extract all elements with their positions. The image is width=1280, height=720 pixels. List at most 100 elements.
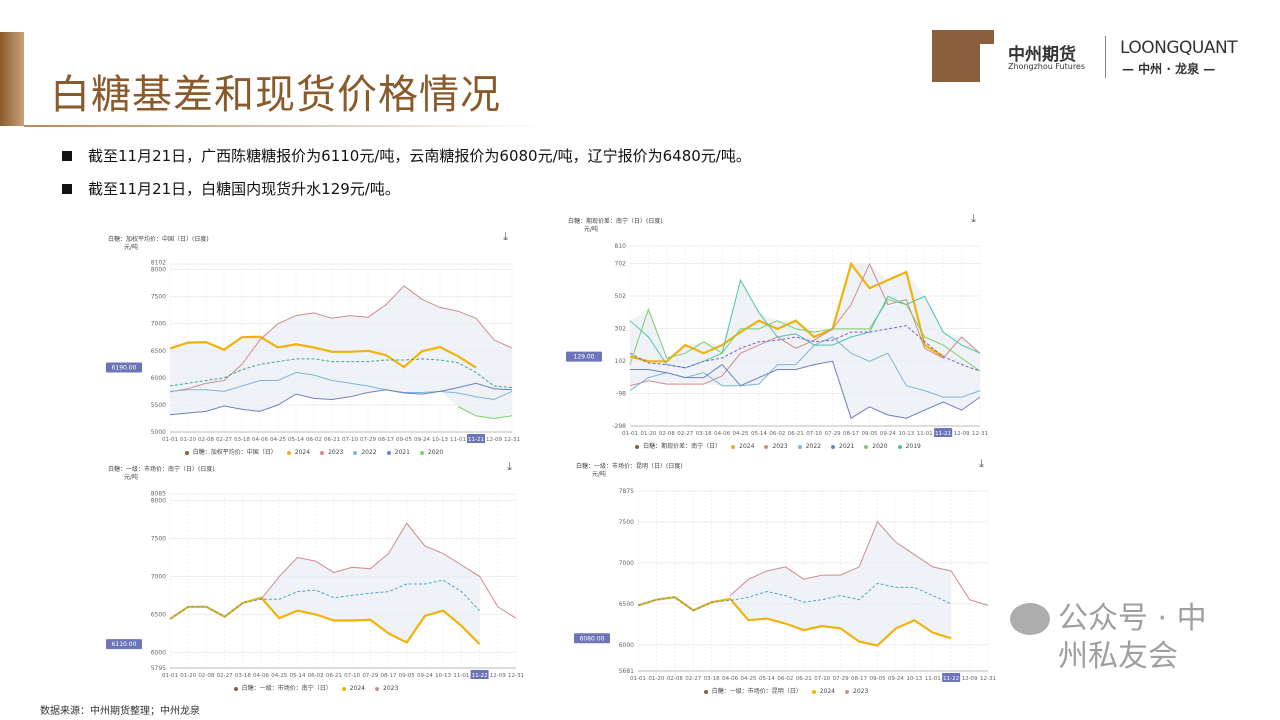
x-tick-label: 07-10: [344, 673, 360, 679]
x-tick-label: 06-21: [326, 673, 342, 679]
download-icon[interactable]: ⤓: [971, 212, 976, 225]
current-value-label: 6110.00: [112, 641, 137, 648]
legend-item[interactable]: 2020: [419, 449, 443, 456]
legend-item[interactable]: 2023: [375, 685, 398, 692]
x-tick-label: 07-29: [833, 676, 849, 682]
x-tick-label: 04-06: [714, 431, 730, 437]
download-icon[interactable]: ⤓: [507, 460, 512, 473]
x-tick-label: 04-06: [253, 673, 269, 679]
legend-item[interactable]: 2020: [864, 443, 888, 450]
x-tick-label: 10-13: [435, 673, 451, 679]
legend-item[interactable]: 2021: [831, 443, 854, 450]
x-tick-label: 04-25: [271, 673, 287, 679]
legend-label: 2020: [872, 443, 888, 450]
brand-name-en: Zhongzhou Futures: [1008, 62, 1086, 71]
series-line-均值: [169, 358, 513, 389]
legend-item[interactable]: 2024: [811, 688, 835, 695]
legend-label: 白糖：一级：市场价：南宁（日）: [241, 685, 332, 692]
x-highlight-box: [470, 670, 489, 679]
loongquant-logo: LOONGQUANT: [1120, 38, 1238, 58]
legend-label: 2023: [383, 685, 399, 692]
range-band: [630, 263, 980, 419]
legend-item[interactable]: 2021: [386, 449, 410, 456]
y-tick-label: 6000: [619, 642, 634, 649]
y-tick-label: 5000: [151, 429, 166, 436]
chart-title: 白糖：一级：市场价：昆明（日）(日度): [576, 463, 683, 470]
y-tick-label: 102: [615, 358, 627, 365]
x-tick-label: 04-06: [252, 437, 268, 443]
x-tick-label: 03-18: [234, 437, 250, 443]
legend-label: 2024: [739, 443, 755, 450]
y-tick-label: 7500: [619, 519, 634, 526]
download-icon[interactable]: ⤓: [979, 457, 984, 470]
x-tick-label: 09-05: [396, 437, 412, 443]
wechat-icon: [1010, 603, 1050, 635]
y-tick-label: 6500: [151, 611, 166, 618]
legend-label: 2024: [294, 449, 311, 456]
bullet-text: 截至11月21日，广西陈糖糖报价为6110元/吨，云南糖报价为6080元/吨，辽…: [88, 147, 751, 165]
x-tick-label: 09-24: [880, 431, 896, 437]
legend-item[interactable]: 2023: [320, 449, 343, 456]
y-tick-label: 5795: [151, 665, 166, 672]
current-value-box: [574, 633, 610, 644]
x-tick-label: 01-20: [648, 676, 664, 682]
legend-item[interactable]: 2023: [764, 443, 788, 450]
legend-label: 2019: [905, 443, 921, 450]
legend-dot-icon: [635, 444, 640, 449]
legend-item[interactable]: 白糖：一级：市场价：南宁（日）: [233, 685, 332, 692]
x-tick-label: 11-21: [468, 437, 484, 443]
x-tick-label: 03-18: [696, 431, 712, 437]
current-value-label: 6190.00: [112, 365, 137, 372]
legend-item[interactable]: 2022: [797, 443, 821, 450]
chart-unit: 元/吨: [124, 474, 139, 481]
chart-price-kunming: 白糖：一级：市场价：昆明（日）(日度) 元/吨 ⤓ 5681 6000 6500 7000 7…: [572, 455, 1000, 697]
legend-label: 2024: [819, 688, 835, 695]
chart-price-nanning: 白糖：一级：市场价：南宁（日）(日度) 元/吨 ⤓ 5795 6000 6500 7000 7…: [104, 458, 528, 694]
legend-label: 2023: [853, 688, 869, 695]
legend-dot-icon: [845, 689, 849, 694]
x-tick-label: 01-20: [180, 673, 196, 679]
x-tick-label: 12-09: [490, 673, 506, 679]
legend-label: 2023: [328, 449, 344, 456]
legend-dot-icon: [797, 444, 802, 449]
legend-dot-icon: [233, 686, 238, 691]
series-line-均值: [629, 325, 981, 372]
series-line-2021: [169, 382, 513, 416]
x-tick-label: 12-09: [962, 676, 978, 682]
legend-item[interactable]: 2024: [286, 449, 311, 456]
legend-item[interactable]: 2019: [897, 443, 921, 450]
x-tick-label: 04-25: [741, 676, 757, 682]
zhongzhou-logo: [932, 30, 994, 82]
legend-label: 白糖：期现价差：南宁（日）: [643, 443, 722, 450]
current-value-box: [106, 362, 142, 373]
legend-item[interactable]: 2022: [353, 449, 377, 456]
y-tick-label: 6500: [619, 601, 634, 608]
x-tick-label: 01-01: [162, 673, 178, 679]
x-tick-label: 05-14: [289, 673, 305, 679]
x-tick-label: 06-02: [769, 431, 785, 437]
x-tick-label: 01-20: [640, 431, 656, 437]
series-line-均值: [637, 582, 952, 611]
legend-item[interactable]: 2024: [341, 685, 365, 692]
legend-dot-icon: [864, 444, 869, 449]
chart-legend: 白糖：期现价差：南宁（日） 2024 2023 2022 2021 2020 2019: [564, 441, 992, 450]
x-tick-label: 09-05: [869, 676, 885, 682]
y-tick-label: 8085: [151, 490, 166, 497]
legend-dot-icon: [184, 450, 189, 455]
x-tick-label: 02-27: [677, 431, 693, 437]
legend-item[interactable]: 2024: [731, 443, 754, 450]
legend-item[interactable]: 白糖：加权平均价：中国（日）: [184, 449, 277, 456]
x-tick-label: 09-05: [861, 431, 877, 437]
download-icon[interactable]: ⤓: [503, 230, 508, 243]
watermark: 公众号 · 中州私友会: [1010, 600, 1275, 676]
x-tick-label: 01-20: [180, 437, 196, 443]
legend-label: 2023: [772, 443, 788, 450]
legend-item[interactable]: 白糖：期现价差：南宁（日）: [635, 443, 721, 450]
bullet-item: 截至11月21日，广西陈糖糖报价为6110元/吨，云南糖报价为6080元/吨，辽…: [62, 145, 751, 166]
legend-item[interactable]: 白糖：一级：市场价：昆明（日）: [703, 688, 802, 695]
legend-item[interactable]: 2023: [845, 688, 868, 695]
legend-dot-icon: [419, 450, 424, 455]
x-tick-label: 02-08: [667, 676, 683, 682]
